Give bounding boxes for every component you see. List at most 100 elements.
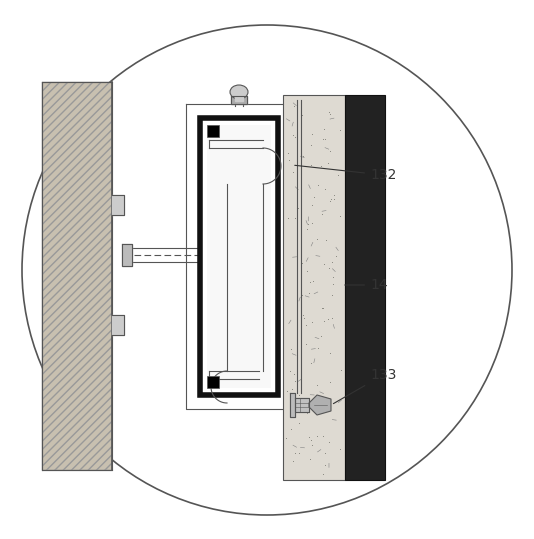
Text: 133: 133: [333, 368, 396, 404]
Text: 132: 132: [295, 165, 396, 182]
Point: [317, 162, 326, 170]
Point: [329, 191, 338, 199]
Point: [290, 133, 299, 142]
Polygon shape: [235, 92, 243, 101]
Point: [324, 315, 333, 324]
Point: [308, 219, 317, 227]
Point: [328, 313, 336, 322]
Point: [318, 210, 326, 218]
Point: [326, 147, 334, 155]
Point: [307, 436, 316, 444]
Point: [320, 260, 328, 268]
Point: [285, 367, 294, 375]
Point: [324, 158, 332, 167]
Point: [298, 259, 307, 267]
Point: [327, 195, 335, 204]
Point: [302, 321, 311, 329]
Point: [298, 291, 307, 300]
Point: [300, 314, 309, 322]
Point: [327, 291, 336, 299]
Point: [294, 390, 303, 399]
Polygon shape: [112, 195, 124, 215]
Point: [308, 441, 317, 450]
Point: [283, 386, 292, 395]
Point: [319, 470, 327, 479]
Polygon shape: [112, 315, 124, 335]
Bar: [207, 125, 271, 388]
Point: [328, 258, 336, 266]
Point: [297, 110, 306, 119]
Point: [299, 152, 307, 161]
Point: [313, 343, 322, 352]
Point: [307, 161, 315, 169]
Point: [303, 219, 312, 228]
Point: [324, 264, 333, 273]
Point: [293, 281, 301, 289]
Point: [319, 431, 327, 440]
Point: [319, 303, 327, 312]
Point: [336, 444, 344, 453]
Point: [313, 181, 322, 190]
Bar: [42, 82, 112, 470]
Point: [308, 277, 317, 285]
Polygon shape: [290, 393, 295, 417]
Bar: [42, 82, 112, 470]
Point: [303, 409, 312, 417]
Point: [291, 213, 300, 222]
Point: [294, 204, 302, 212]
Polygon shape: [309, 395, 331, 415]
Point: [335, 211, 344, 220]
Point: [289, 457, 297, 466]
Point: [304, 289, 313, 298]
Point: [325, 108, 333, 116]
Polygon shape: [122, 244, 132, 266]
Point: [302, 225, 311, 234]
Point: [326, 197, 334, 205]
Point: [289, 130, 297, 139]
Point: [293, 407, 302, 416]
Point: [313, 432, 321, 440]
Point: [288, 385, 297, 393]
Point: [308, 201, 316, 209]
Point: [287, 344, 295, 353]
Point: [313, 408, 321, 417]
Point: [328, 280, 337, 288]
Point: [290, 449, 299, 458]
Polygon shape: [295, 398, 309, 412]
Point: [285, 156, 294, 165]
Point: [295, 448, 303, 457]
Point: [319, 135, 328, 143]
Point: [336, 126, 344, 134]
Point: [284, 214, 292, 223]
Point: [299, 310, 308, 319]
Polygon shape: [231, 96, 247, 104]
Point: [313, 381, 321, 390]
Point: [326, 377, 334, 386]
Point: [308, 317, 317, 326]
Text: 14: 14: [345, 278, 388, 292]
Point: [282, 433, 290, 442]
Bar: [200, 118, 278, 395]
Point: [325, 438, 334, 447]
Point: [307, 140, 315, 149]
Point: [306, 278, 315, 287]
Point: [287, 389, 295, 397]
Point: [284, 148, 293, 157]
Bar: [207, 376, 219, 388]
Point: [319, 125, 328, 134]
Point: [325, 349, 334, 357]
Point: [321, 185, 329, 194]
Point: [310, 193, 318, 202]
Point: [299, 400, 307, 409]
Ellipse shape: [230, 85, 248, 99]
Point: [325, 109, 334, 118]
Point: [313, 234, 321, 243]
Point: [302, 340, 310, 349]
Point: [288, 168, 297, 177]
Point: [308, 129, 316, 138]
Bar: [207, 125, 219, 137]
Point: [289, 369, 298, 378]
Point: [330, 195, 339, 203]
Point: [307, 359, 315, 368]
Point: [328, 273, 337, 282]
